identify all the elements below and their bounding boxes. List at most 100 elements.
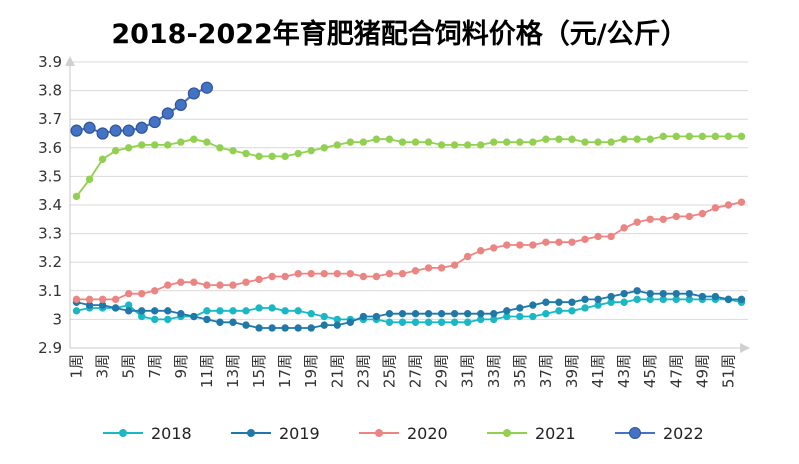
x-tick-label: 1周 [68, 354, 86, 379]
series-line-2020 [76, 201, 742, 301]
x-tick-label: 23周 [354, 354, 372, 388]
data-point-2021 [216, 144, 224, 152]
data-point-2020 [333, 269, 341, 278]
y-tick-label: 3 [52, 310, 62, 328]
data-point-2020 [398, 269, 407, 278]
x-tick-label: 13周 [224, 354, 242, 388]
data-point-2020 [72, 295, 81, 304]
data-point-2019 [320, 321, 328, 329]
data-point-2021 [85, 175, 94, 183]
data-point-2021 [177, 138, 185, 146]
data-point-2021 [685, 132, 694, 141]
data-point-2021 [659, 132, 667, 141]
legend-marker-2022 [629, 427, 641, 439]
data-point-2019 [242, 321, 250, 329]
data-point-2021 [594, 138, 602, 146]
data-point-2020 [372, 272, 381, 281]
x-tick-label: 51周 [719, 354, 737, 388]
x-tick-label: 19周 [302, 354, 320, 388]
y-tick-label: 3.3 [38, 225, 62, 243]
data-point-2020 [724, 201, 733, 209]
data-point-2021 [398, 138, 407, 146]
x-tick-label: 33周 [485, 354, 503, 388]
x-tick-label: 25周 [380, 354, 398, 388]
data-point-2019 [529, 301, 537, 309]
x-axis-arrow [740, 343, 750, 353]
data-point-2021 [411, 138, 420, 146]
data-point-2020 [594, 232, 602, 241]
data-point-2021 [620, 135, 628, 143]
data-point-2020 [490, 244, 498, 252]
data-point-2020 [737, 198, 746, 206]
data-point-2018 [437, 318, 446, 326]
data-point-2021 [529, 138, 537, 146]
data-point-2019 [411, 309, 420, 318]
x-tick-label: 39周 [563, 354, 581, 388]
y-tick-label: 3.8 [38, 82, 62, 100]
data-point-2020 [633, 218, 641, 226]
x-tick-label: 21周 [328, 354, 346, 388]
data-point-2021 [98, 155, 107, 163]
data-point-2018 [307, 309, 315, 318]
data-point-2021 [450, 141, 459, 149]
data-point-2021 [516, 138, 524, 146]
legend-label-2020: 2020 [407, 424, 448, 443]
data-point-2019 [111, 304, 120, 312]
data-point-2020 [529, 241, 537, 249]
data-point-2019 [268, 324, 276, 332]
data-point-2021 [372, 135, 381, 143]
data-point-2021 [320, 144, 328, 152]
data-point-2019 [450, 309, 459, 318]
data-point-2020 [85, 295, 94, 304]
data-point-2020 [268, 272, 276, 281]
legend-marker-2020 [375, 429, 383, 437]
data-point-2020 [359, 272, 368, 281]
data-point-2020 [555, 238, 563, 246]
data-point-2020 [503, 241, 511, 249]
data-point-2019 [581, 295, 589, 304]
data-point-2020 [424, 264, 433, 272]
data-point-2020 [203, 281, 211, 289]
data-point-2018 [294, 307, 302, 315]
data-point-2018 [398, 318, 407, 326]
data-point-2018 [463, 318, 472, 326]
data-point-2021 [229, 146, 237, 155]
data-point-2021 [724, 132, 733, 141]
data-point-2018 [633, 295, 641, 304]
data-point-2022 [96, 127, 109, 140]
y-tick-label: 2.9 [38, 339, 62, 357]
data-point-2020 [620, 224, 628, 232]
data-point-2020 [477, 247, 485, 255]
data-point-2020 [463, 252, 472, 261]
data-point-2020 [242, 278, 250, 286]
data-point-2019 [307, 324, 315, 332]
data-point-2021 [151, 141, 159, 149]
data-point-2022 [109, 124, 122, 137]
data-point-2019 [190, 312, 198, 321]
y-tick-label: 3.2 [38, 253, 62, 271]
data-point-2022 [148, 115, 161, 129]
y-tick-label: 3.7 [38, 110, 62, 128]
data-point-2021 [646, 135, 654, 143]
data-point-2019 [359, 312, 368, 321]
data-point-2021 [672, 132, 680, 141]
legend-marker-2019 [247, 429, 255, 437]
data-point-2018 [72, 307, 81, 315]
y-tick-label: 3.5 [38, 167, 62, 185]
data-point-2018 [385, 318, 394, 326]
data-point-2020 [229, 281, 237, 289]
data-point-2021 [542, 135, 550, 143]
data-point-2020 [138, 289, 146, 298]
data-point-2021 [333, 141, 341, 149]
data-point-2019 [685, 289, 694, 298]
data-point-2018 [255, 304, 263, 312]
data-point-2018 [450, 318, 459, 326]
data-point-2018 [581, 304, 589, 312]
data-point-2020 [516, 241, 524, 249]
data-point-2021 [555, 135, 563, 143]
data-point-2019 [437, 309, 446, 318]
data-point-2021 [190, 135, 198, 143]
data-point-2018 [529, 312, 537, 321]
y-tick-label: 3.4 [38, 196, 62, 214]
data-point-2020 [164, 281, 172, 289]
